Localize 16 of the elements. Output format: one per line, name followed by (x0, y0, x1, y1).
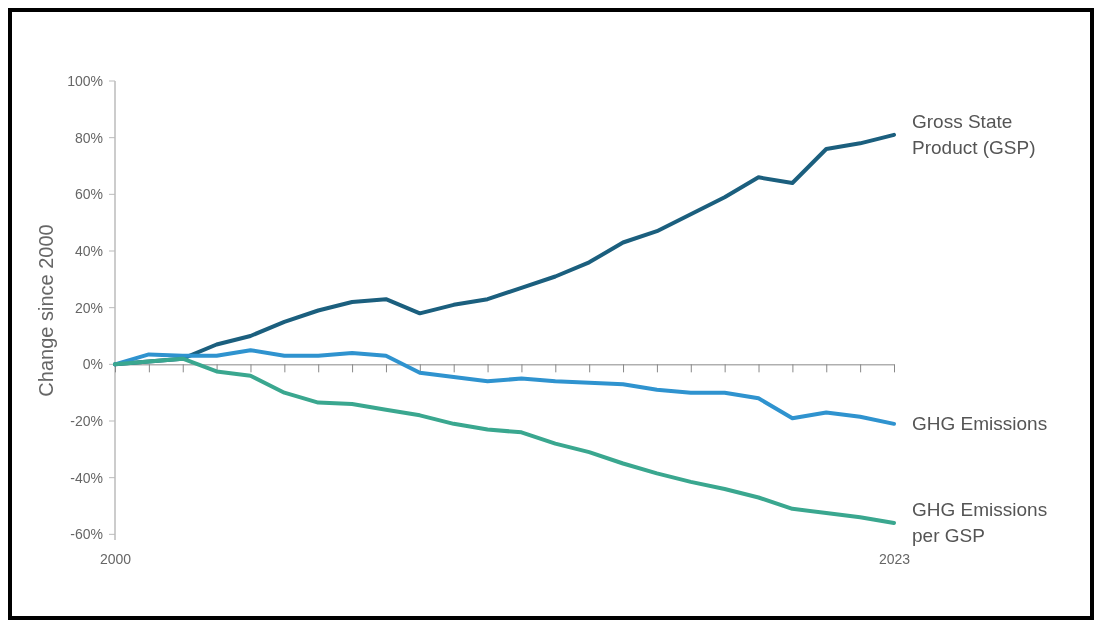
y-tick-label: 20% (74, 299, 103, 316)
y-tick-label: 40% (74, 242, 103, 259)
y-tick-label: 80% (74, 129, 103, 146)
y-tick-label: 60% (74, 186, 103, 203)
series-label: Gross State Product (GSP) (912, 110, 1036, 158)
y-tick-label: 100% (67, 72, 103, 89)
y-axis-title: Change since 2000 (35, 224, 57, 397)
x-tick-label: 2023 (878, 551, 911, 567)
x-tick-label: 2000 (99, 551, 132, 567)
y-tick-label: -60% (70, 526, 103, 543)
series-label: GHG Emissions (912, 412, 1048, 434)
y-tick-label: -20% (70, 412, 103, 429)
y-tick-label: 0% (82, 356, 103, 373)
y-tick-label: -40% (70, 469, 103, 486)
series-label: GHG Emissions per GSP (912, 499, 1048, 546)
line-series (113, 356, 896, 525)
